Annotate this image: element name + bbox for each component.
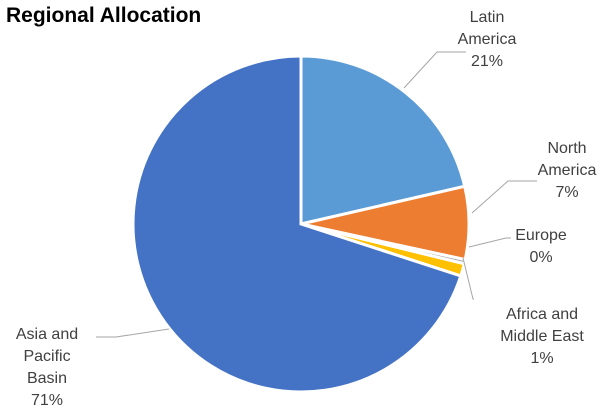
pie-slice-asia-and-pacific-basin [131,54,463,394]
leader-line-north-america [471,180,537,214]
leader-line-africa-and-middle-east [462,257,474,300]
slice-label-latin-america: Latin America 21% [458,9,517,70]
slice-label-asia-and-pacific-basin: Asia and Pacific Basin 71% [16,326,78,409]
pie-slice-latin-america [299,54,467,226]
slice-label-europe: Europe 0% [515,227,567,266]
leader-line-europe [468,237,511,248]
leader-line-asia-and-pacific-basin [96,328,170,338]
leader-line-latin-america [403,51,466,89]
chart-title: Regional Allocation [6,4,202,27]
slice-label-africa-and-middle-east: Africa and Middle East 1% [500,306,584,367]
slice-label-north-america: North America 7% [538,140,597,201]
